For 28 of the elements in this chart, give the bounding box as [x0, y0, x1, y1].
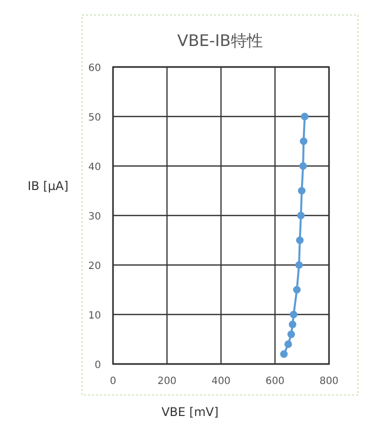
point — [287, 330, 295, 338]
point — [284, 340, 292, 348]
point — [300, 137, 308, 146]
x-tick-label: 0 — [110, 376, 116, 387]
point — [290, 310, 298, 318]
y-tick-label: 10 — [88, 310, 101, 322]
y-tick-label: 50 — [88, 112, 101, 124]
y-tick-label: 20 — [88, 261, 101, 272]
point — [296, 236, 304, 244]
point — [297, 212, 305, 220]
y-tick-label: 0 — [94, 360, 101, 371]
point — [295, 261, 303, 269]
x-tick-label: 200 — [157, 376, 177, 387]
point — [298, 186, 306, 195]
y-tick-label: 60 — [88, 63, 101, 74]
x-axis-title: VBE [mV] — [161, 405, 219, 419]
point — [299, 162, 307, 170]
point — [293, 286, 301, 294]
point — [300, 112, 308, 120]
x-tick-label: 600 — [265, 376, 285, 387]
x-tick-label: 800 — [319, 376, 339, 387]
chart-title: VBE-IB特性 — [177, 31, 263, 50]
point — [288, 320, 296, 328]
y-tick-label: 30 — [88, 212, 101, 222]
x-tick-label: 400 — [211, 376, 231, 387]
y-axis-title: IB [μA] — [28, 179, 68, 193]
point — [280, 350, 288, 358]
y-tick-label: 40 — [88, 162, 101, 173]
